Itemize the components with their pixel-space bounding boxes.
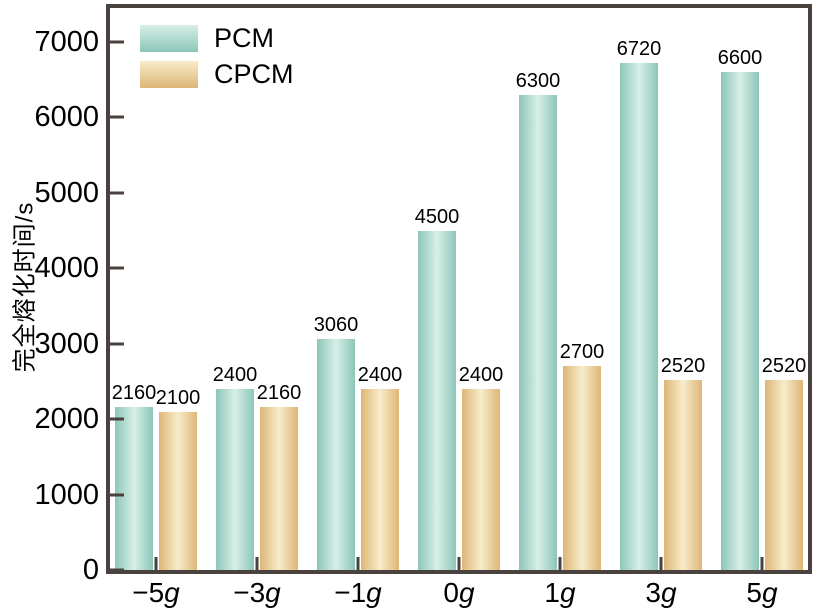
x-tick-mark [457, 557, 461, 570]
bar-group-0g: 4500 2400 [415, 8, 503, 570]
x-tick-label: 0g [443, 577, 475, 608]
y-tick-mark [110, 493, 124, 497]
y-tick-mark [110, 191, 124, 195]
pcm-bar: 6300 [516, 70, 560, 570]
y-axis-tick-labels: 0 1000 2000 3000 4000 5000 6000 7000 [0, 8, 99, 585]
x-tick-mark [356, 557, 360, 570]
x-tick-label: 5g [746, 577, 778, 608]
y-tick-label: 2000 [34, 403, 99, 436]
x-tick-label: 3g [645, 577, 677, 608]
x-axis-tick-labels: −5g −3g −1g 0g 1g 3g 5g [106, 578, 812, 608]
cpcm-bar: 2400 [459, 364, 503, 570]
bar-value-label: 6300 [515, 69, 561, 92]
bar-value-label: 2400 [212, 363, 258, 386]
y-tick-label: 0 [82, 554, 99, 586]
cpcm-bar: 2520 [661, 355, 705, 570]
plot-area: 2160 2100 2400 2160 3060 2400 4500 2400 6300 2700… [106, 4, 812, 574]
bar-value-label: 4500 [414, 205, 460, 228]
pcm-bar: 3060 [314, 314, 358, 570]
pcm-bar: 6720 [617, 38, 661, 570]
bar-group-−1g: 3060 2400 [314, 8, 402, 570]
legend-label: PCM [214, 23, 274, 53]
bar-value-label: 2520 [660, 354, 706, 377]
x-tick-mark [760, 557, 764, 570]
x-tick-mark [154, 557, 158, 570]
x-tick-label: −3g [233, 577, 281, 608]
x-tick-label: −5g [132, 577, 180, 608]
y-tick-label: 5000 [34, 176, 99, 209]
y-tick-label: 3000 [34, 327, 99, 360]
x-tick-label: −1g [334, 577, 382, 608]
bar-value-label: 2700 [559, 341, 605, 364]
y-tick-mark [110, 115, 124, 119]
bar-value-label: 2400 [458, 363, 504, 386]
x-tick-label: 1g [544, 577, 576, 608]
bar-value-label: 2400 [357, 363, 403, 386]
bar-value-label: 3060 [313, 314, 359, 337]
pcm-bar: 2400 [213, 364, 257, 570]
y-tick-label: 4000 [34, 252, 99, 285]
cpcm-bar: 2700 [560, 341, 604, 570]
cpcm-bar: 2520 [762, 355, 806, 570]
bar-group-1g: 6300 2700 [516, 8, 604, 570]
bar-value-label: 2520 [761, 354, 807, 377]
legend-label: CPCM [214, 59, 294, 89]
pcm-bar: 2160 [112, 382, 156, 570]
bar-value-label: 6600 [717, 47, 763, 70]
cpcm-bar: 2160 [257, 382, 301, 570]
pcm-legend-swatch [140, 25, 198, 52]
bar-value-label: 2160 [111, 382, 157, 405]
legend-row-cpcm: CPCM [140, 60, 294, 89]
pcm-bar: 6600 [718, 47, 762, 570]
y-tick-mark [110, 568, 124, 572]
y-tick-mark [110, 40, 124, 44]
bar-group-−5g: 2160 2100 [112, 8, 200, 570]
bar-group-−3g: 2400 2160 [213, 8, 301, 570]
y-tick-mark [110, 266, 124, 270]
x-tick-mark [659, 557, 663, 570]
y-tick-label: 6000 [34, 101, 99, 134]
bars-area: 2160 2100 2400 2160 3060 2400 4500 2400 6300 2700… [110, 8, 808, 570]
bar-group-5g: 6600 2520 [718, 8, 806, 570]
cpcm-bar: 2400 [358, 364, 402, 570]
pcm-bar: 4500 [415, 206, 459, 570]
legend-row-pcm: PCM [140, 24, 294, 53]
bar-value-label: 2160 [256, 382, 302, 405]
x-tick-mark [558, 557, 562, 570]
legend: PCM CPCM [140, 24, 294, 89]
cpcm-legend-swatch [140, 61, 198, 88]
bar-value-label: 2100 [155, 386, 201, 409]
y-tick-label: 7000 [34, 25, 99, 58]
cpcm-bar: 2100 [156, 387, 200, 570]
x-tick-mark [255, 557, 259, 570]
y-tick-label: 1000 [34, 478, 99, 511]
bar-value-label: 6720 [616, 38, 662, 61]
y-axis-ticks [110, 8, 130, 572]
bar-group-3g: 6720 2520 [617, 8, 705, 570]
y-tick-mark [110, 417, 124, 421]
y-tick-mark [110, 342, 124, 346]
